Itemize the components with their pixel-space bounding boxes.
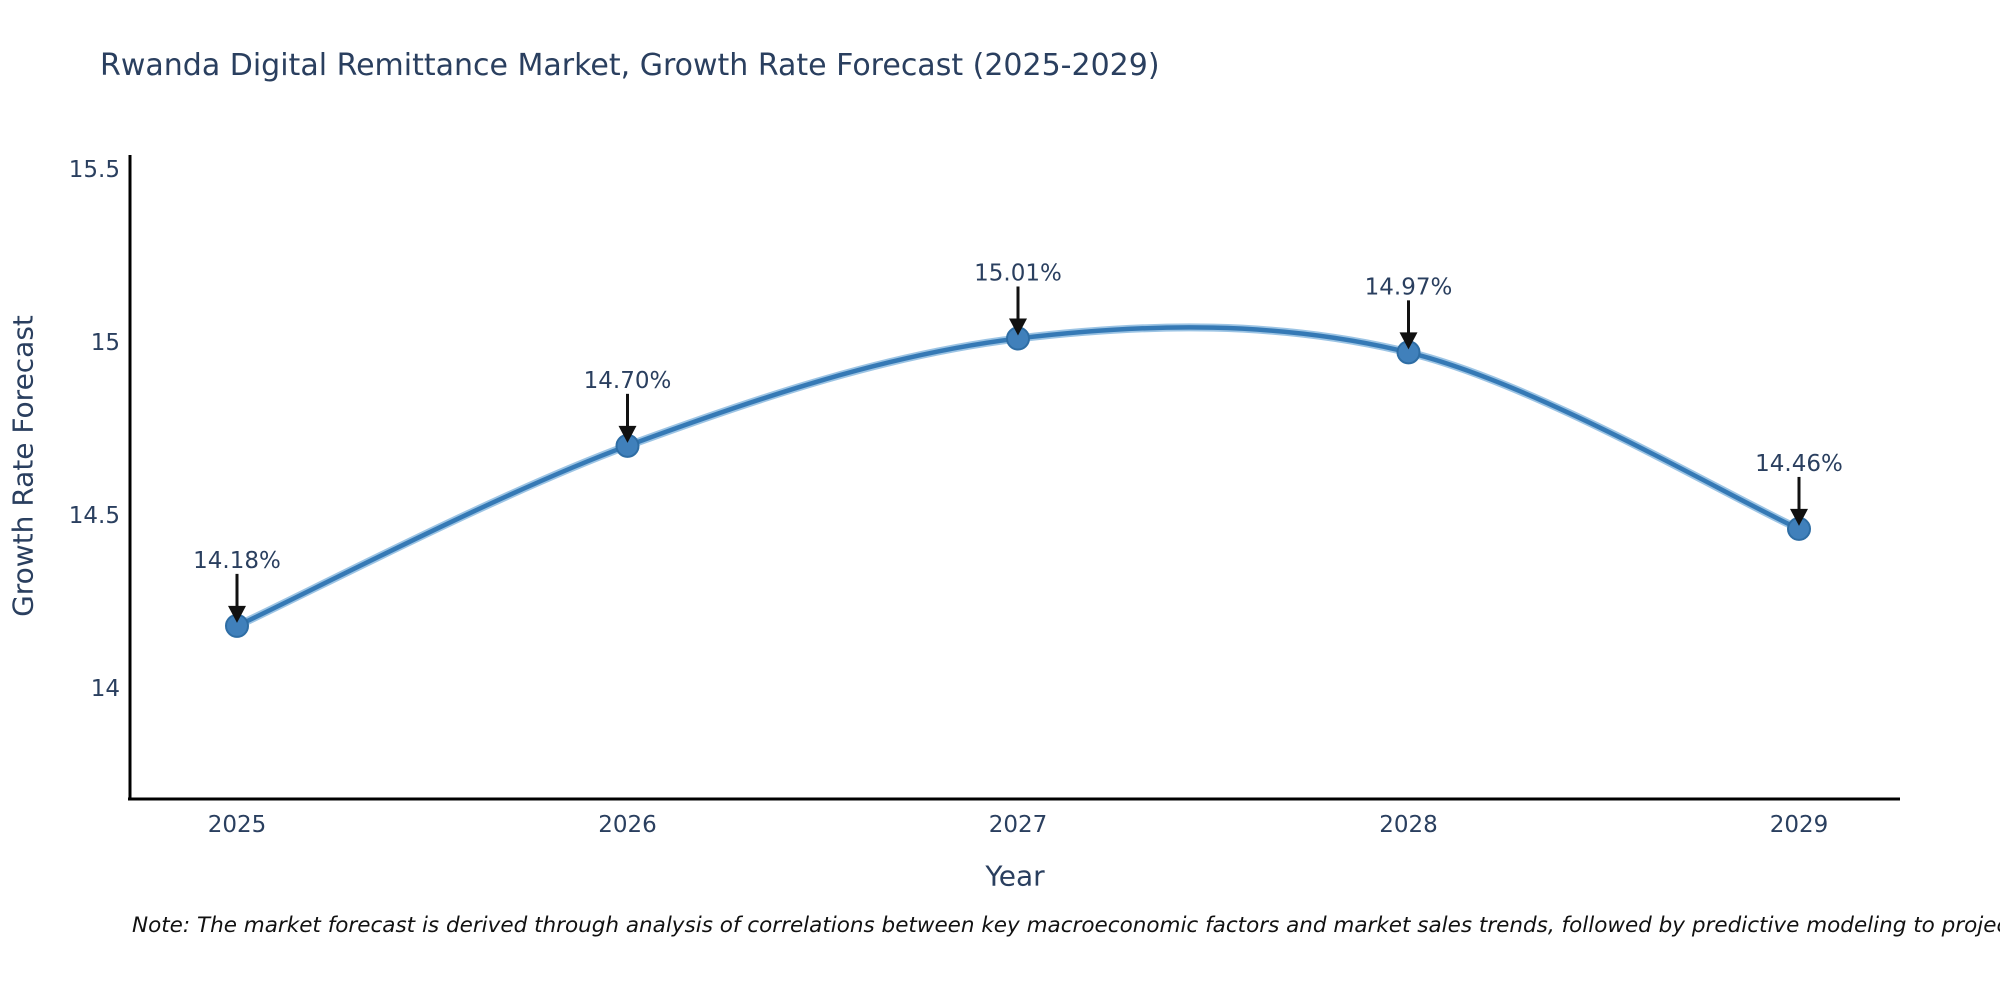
- x-tick-label: 2026: [598, 812, 657, 838]
- point-value-label: 15.01%: [974, 261, 1062, 287]
- x-tick-label: 2028: [1379, 812, 1438, 838]
- y-tick-label: 14.5: [69, 503, 120, 529]
- series-line: [234, 325, 1802, 629]
- chart-title: Rwanda Digital Remittance Market, Growth…: [100, 48, 1160, 83]
- annotation-arrowhead: [1399, 332, 1418, 350]
- annotation-arrowhead: [1790, 508, 1808, 526]
- y-tick-label: 15: [91, 330, 120, 356]
- x-tick-label: 2025: [208, 812, 267, 838]
- y-tick-label: 14: [91, 676, 120, 702]
- annotation-arrowhead: [228, 605, 246, 623]
- annotation-arrowhead: [1009, 318, 1027, 336]
- x-tick-label: 2027: [989, 812, 1048, 838]
- series-line-halo: [233, 323, 1803, 630]
- x-tick-label: 2029: [1770, 812, 1829, 838]
- y-tick-label: 15.5: [69, 157, 120, 183]
- point-value-label: 14.46%: [1755, 451, 1843, 477]
- point-value-label: 14.70%: [584, 368, 672, 394]
- x-axis-title: Year: [985, 859, 1045, 893]
- point-value-label: 14.18%: [193, 548, 281, 574]
- footnote: Note: The market forecast is derived thr…: [132, 913, 2000, 938]
- point-value-label: 14.97%: [1365, 274, 1453, 300]
- annotation-arrowhead: [618, 425, 637, 443]
